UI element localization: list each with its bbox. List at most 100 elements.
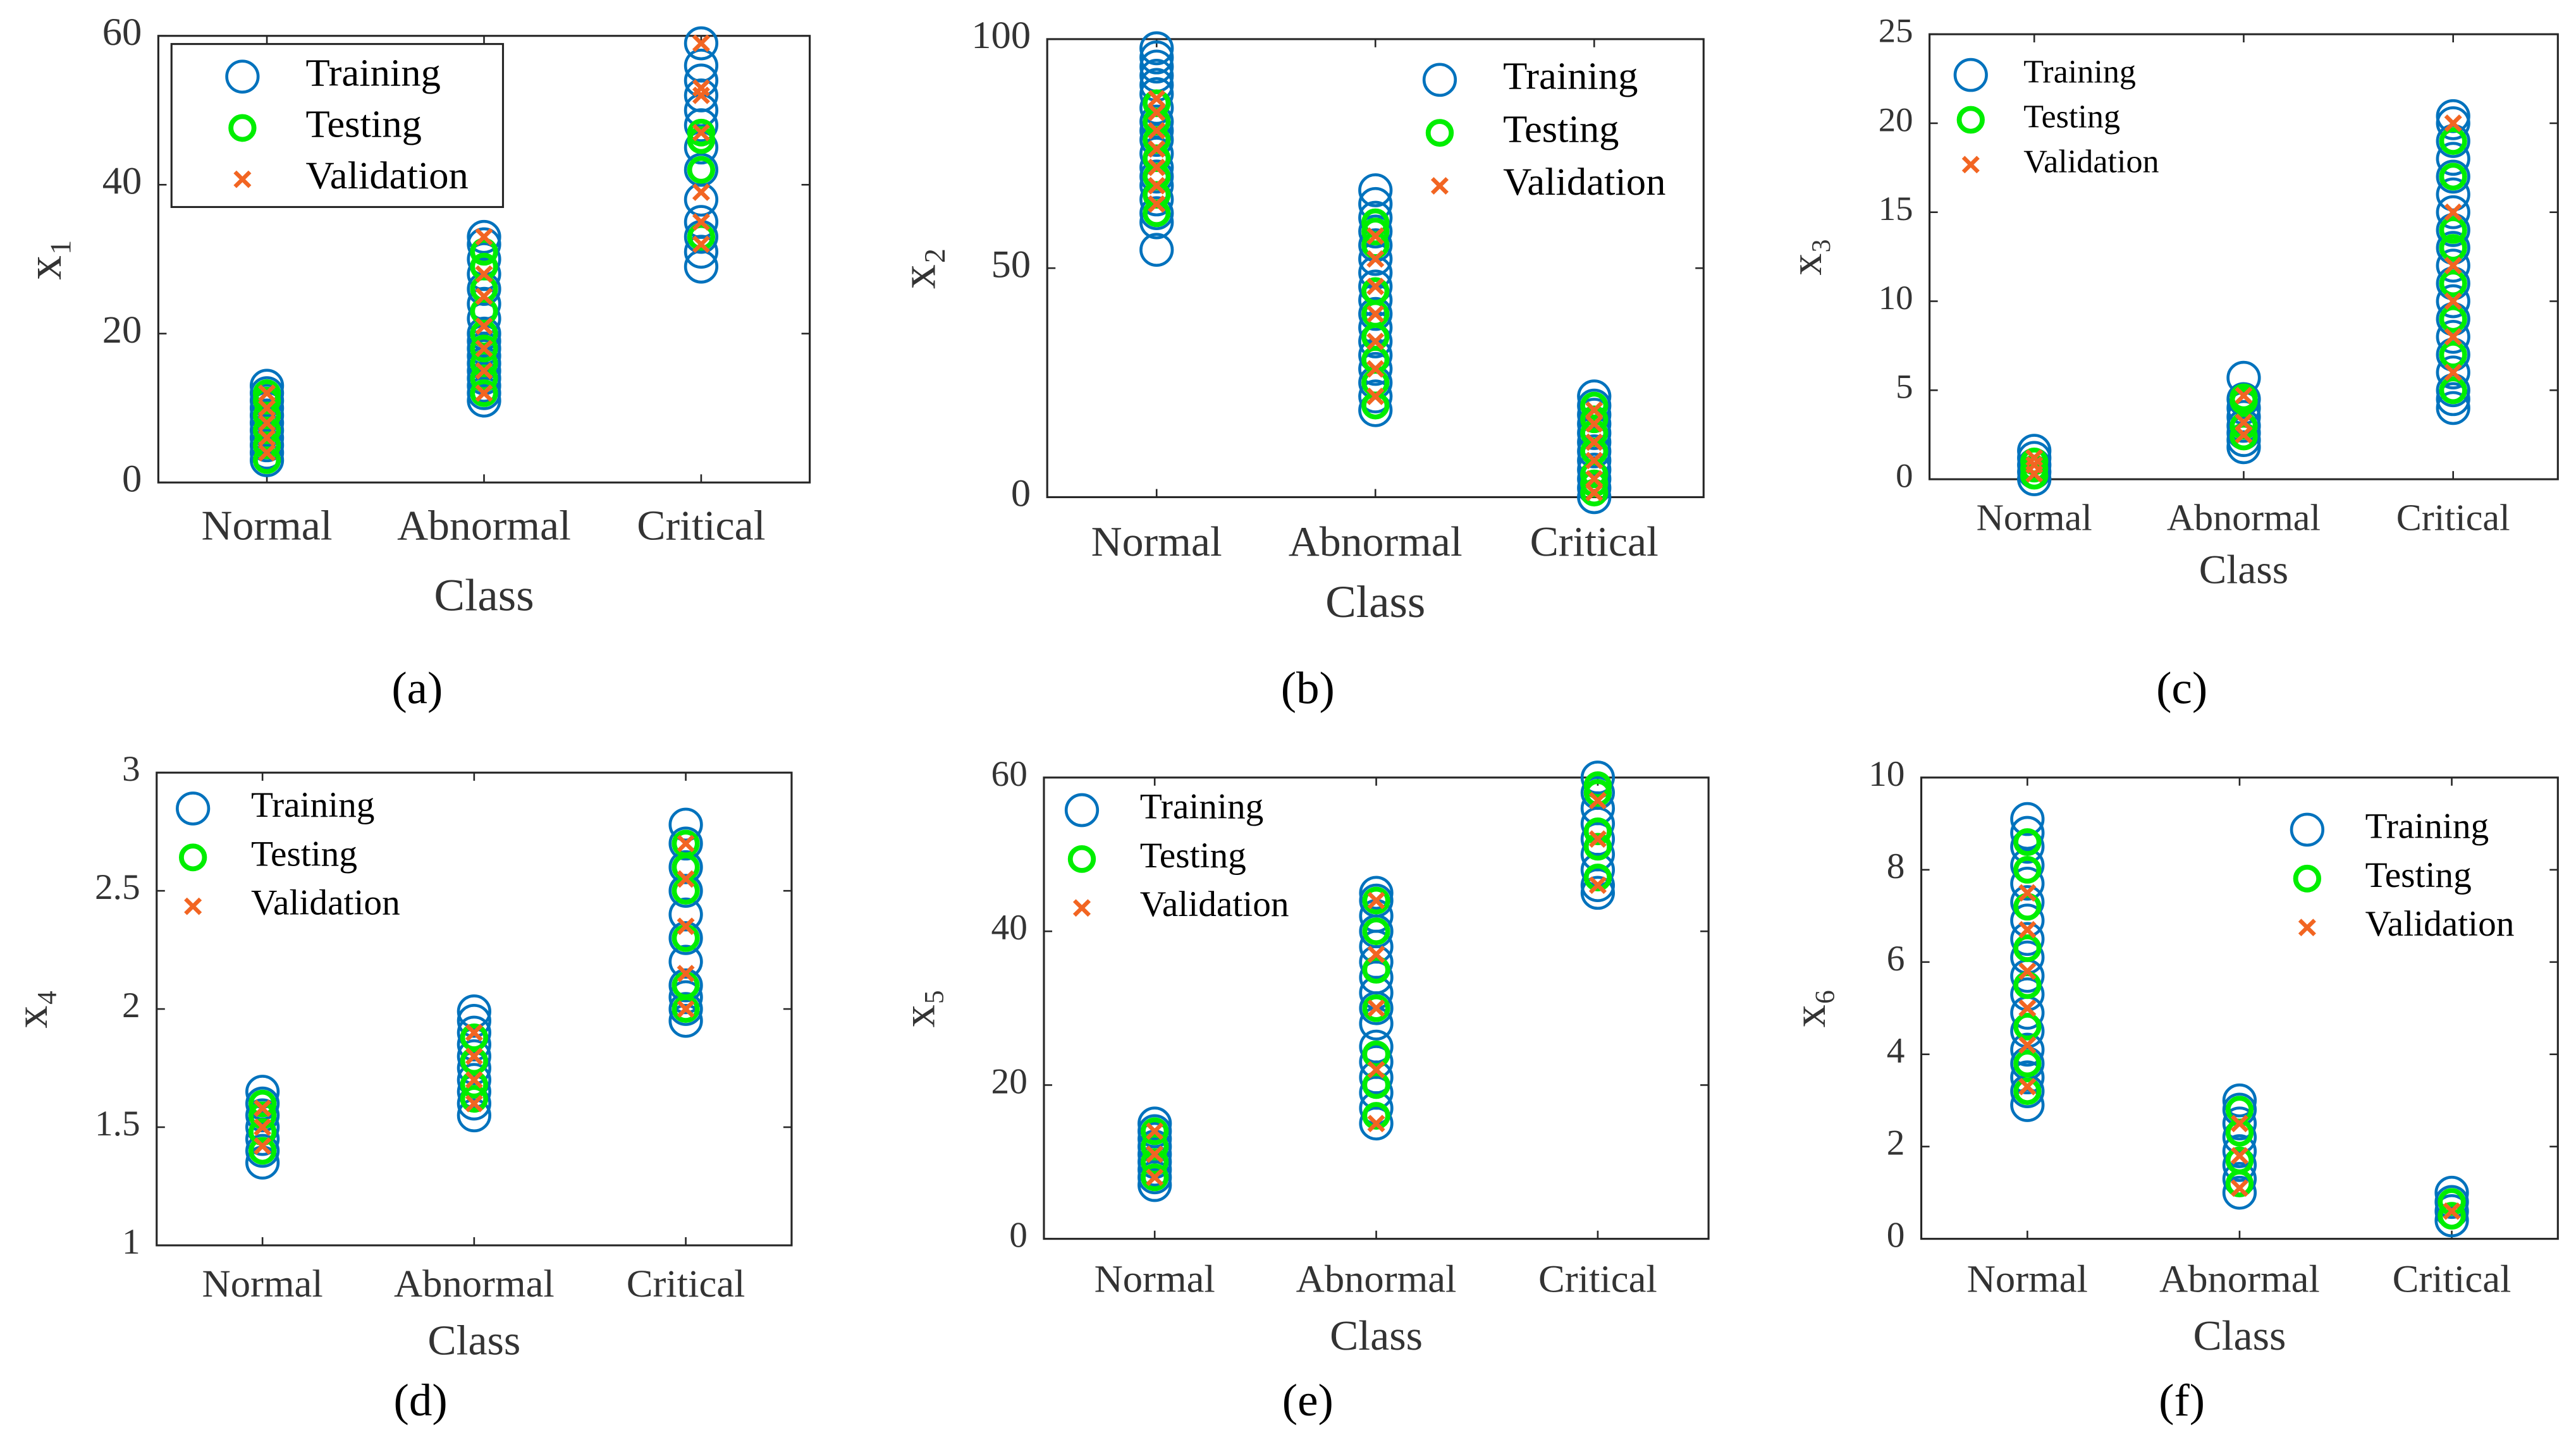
point — [692, 213, 710, 231]
point — [1358, 214, 1393, 249]
point — [1367, 1061, 1385, 1078]
point — [475, 228, 493, 246]
point — [2013, 828, 2042, 857]
legend-label: Training — [1140, 787, 1264, 827]
panel-label: (c) — [2156, 663, 2207, 714]
y-axis-label: x₄ — [6, 989, 57, 1028]
y-tick-label: 4 — [1887, 1031, 1905, 1071]
x-tick-label: Abnormal — [1289, 518, 1463, 566]
point — [1580, 391, 1609, 420]
point — [470, 334, 498, 363]
subplot: 0 5 10 15 20 25 Normal Abnormal Critical Class x₃ (… — [1782, 11, 2559, 714]
point — [245, 1098, 280, 1133]
point — [1366, 360, 1385, 378]
y-tick-label: 60 — [991, 754, 1027, 794]
subplot: 0 20 40 60 Normal Abnormal Critical Class x₅ (e) T… — [893, 754, 1710, 1426]
point — [1141, 1132, 1169, 1161]
point — [668, 1003, 703, 1038]
x-tick-label: Abnormal — [397, 502, 571, 549]
point — [2010, 1088, 2045, 1122]
point — [1359, 876, 1394, 910]
point — [1366, 227, 1385, 245]
point — [1359, 883, 1394, 918]
point — [1138, 1114, 1172, 1149]
point — [677, 917, 695, 936]
legend-marker — [2293, 864, 2322, 893]
legend-marker — [2290, 812, 2324, 847]
point — [2018, 1077, 2037, 1096]
point — [475, 265, 493, 283]
point — [668, 921, 703, 955]
point — [2010, 922, 2045, 956]
point — [2436, 391, 2470, 425]
y-tick-label: 10 — [1879, 278, 1913, 317]
y-axis-label: x₁ — [17, 238, 71, 280]
x-tick-label: Critical — [2393, 1258, 2512, 1301]
point — [668, 874, 703, 908]
point — [1588, 791, 1607, 810]
point — [2443, 1202, 2461, 1220]
panel-label: (d) — [394, 1375, 448, 1426]
point — [460, 1085, 489, 1113]
point — [475, 339, 493, 358]
point — [1359, 1029, 1394, 1064]
y-tick-label: 0 — [1011, 472, 1031, 515]
point — [1148, 176, 1166, 195]
point — [254, 1118, 272, 1136]
legend-marker — [1064, 793, 1100, 828]
point — [2013, 934, 2042, 962]
legend-frame — [170, 43, 505, 209]
point — [2439, 341, 2467, 369]
point — [457, 1003, 491, 1038]
legend-marker — [1430, 177, 1449, 195]
point — [2018, 1036, 2037, 1054]
point — [2230, 1115, 2248, 1133]
point — [684, 205, 719, 239]
y-axis-label: x₆ — [1783, 989, 1834, 1027]
point — [672, 829, 700, 858]
point — [465, 1071, 483, 1089]
point — [467, 227, 501, 262]
point — [1362, 917, 1390, 946]
point — [1585, 433, 1604, 451]
x-tick-label: Normal — [1977, 497, 2092, 539]
point — [668, 968, 703, 1003]
point — [668, 897, 703, 932]
x-axis-label: Class — [427, 1317, 520, 1364]
legend-label: Validation — [251, 883, 400, 923]
point — [1362, 886, 1390, 915]
point — [2436, 159, 2470, 194]
point — [1588, 830, 1607, 848]
legend-marker — [1953, 58, 1988, 92]
subplot: 0 20 40 60 Normal Abnormal Critical Class x₁ (a) T… — [17, 11, 811, 713]
x-axis-label: Class — [434, 570, 534, 621]
panel-label: (f) — [2159, 1375, 2205, 1426]
point — [465, 1094, 483, 1113]
point — [2436, 106, 2470, 140]
y-tick-label: 8 — [1887, 846, 1905, 886]
point — [2444, 364, 2462, 382]
point — [1580, 876, 1616, 910]
point — [1367, 1115, 1385, 1133]
point — [475, 287, 493, 305]
y-tick-label: 2.5 — [95, 867, 140, 907]
legend-label: Testing — [2365, 855, 2472, 895]
y-tick-label: 1 — [122, 1222, 140, 1262]
point — [668, 980, 703, 1015]
point — [668, 850, 703, 884]
point — [1146, 1122, 1164, 1140]
point — [677, 1000, 695, 1018]
point — [258, 399, 276, 417]
point — [457, 1051, 491, 1085]
point — [1580, 776, 1616, 810]
point — [2434, 1175, 2469, 1210]
point — [2010, 1032, 2045, 1067]
point — [1585, 484, 1604, 502]
point — [2444, 327, 2462, 346]
legend-label: Testing — [2023, 99, 2120, 135]
y-tick-label: 6 — [1887, 939, 1905, 979]
point — [2010, 802, 2045, 836]
point — [1359, 1045, 1394, 1079]
point — [668, 992, 703, 1026]
y-axis-label: x₂ — [891, 247, 945, 289]
